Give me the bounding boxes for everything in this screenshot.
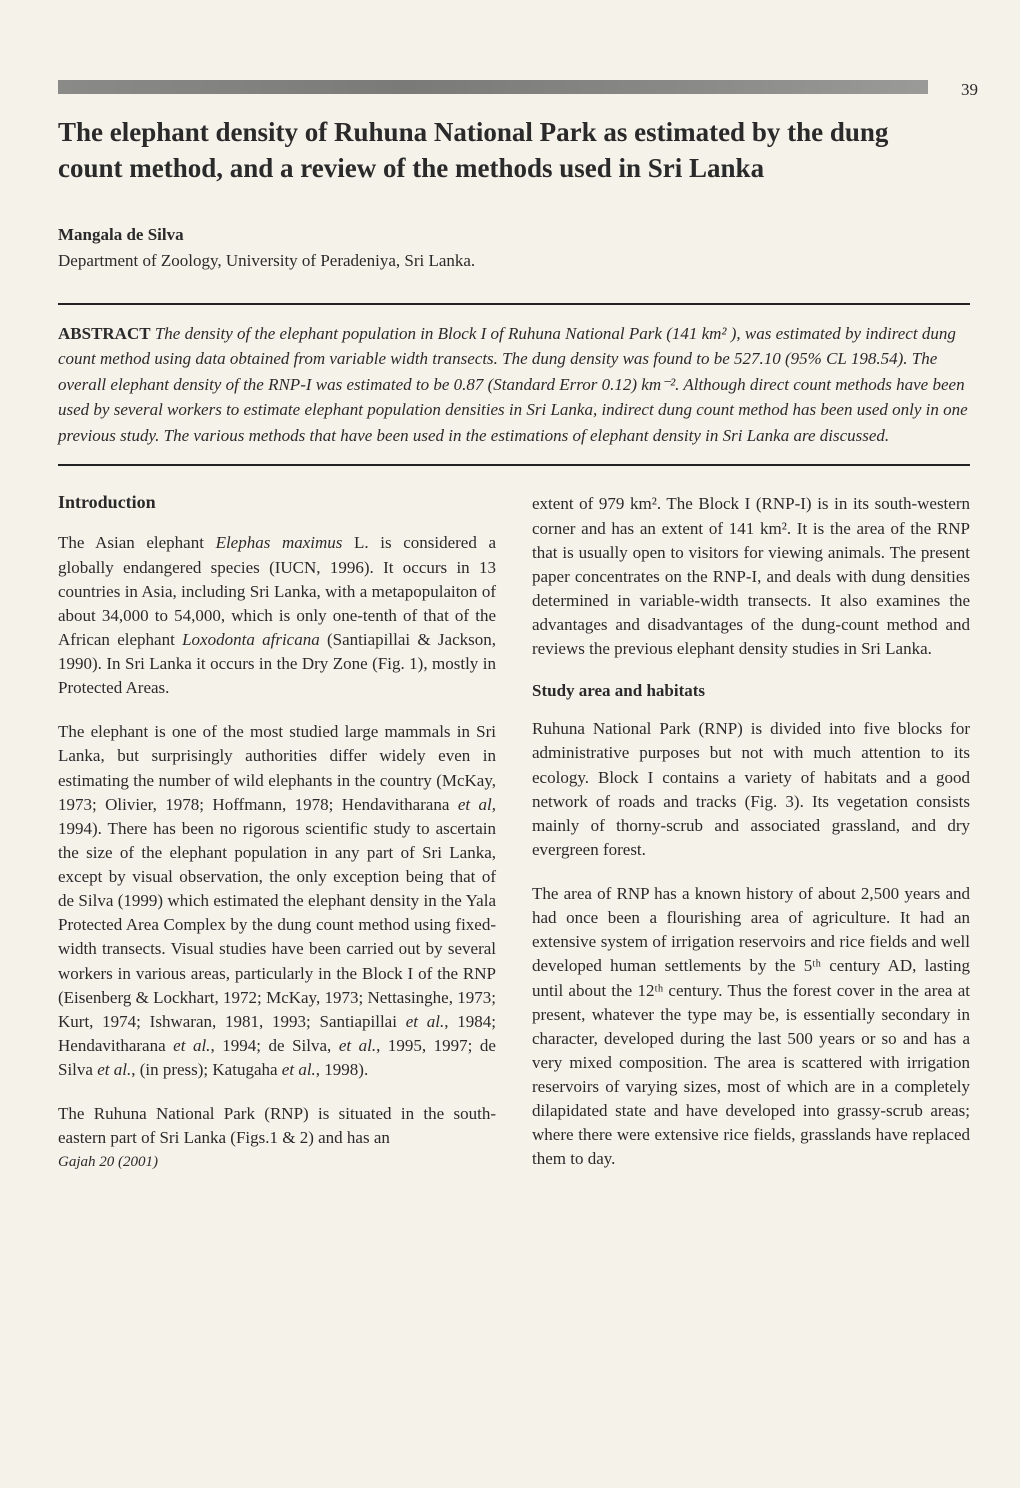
text-run: , 1998).: [316, 1060, 368, 1079]
article-title: The elephant density of Ruhuna National …: [58, 114, 958, 187]
intro-para-3: The Ruhuna National Park (RNP) is situat…: [58, 1102, 496, 1150]
text-run: , 1994; de Silva,: [210, 1036, 338, 1055]
abstract-label: ABSTRACT: [58, 324, 151, 343]
author-name: Mangala de Silva: [58, 225, 970, 245]
header-bar: [58, 80, 928, 94]
right-column: extent of 979 km². The Block I (RNP-I) i…: [532, 492, 970, 1191]
author-affiliation: Department of Zoology, University of Per…: [58, 251, 970, 271]
right-para-3: The area of RNP has a known history of a…: [532, 882, 970, 1172]
right-para-1: extent of 979 km². The Block I (RNP-I) i…: [532, 492, 970, 661]
journal-volume: 20 (2001): [99, 1154, 158, 1170]
text-run: 1994). There has been no rigorous scient…: [58, 819, 496, 1031]
text-run: , (in press); Katugaha: [131, 1060, 282, 1079]
intro-para-1: The Asian elephant Elephas maximus L. is…: [58, 531, 496, 700]
body-columns: Introduction The Asian elephant Elephas …: [58, 492, 970, 1191]
journal-footer: Gajah 20 (2001): [58, 1154, 496, 1171]
intro-para-2: The elephant is one of the most studied …: [58, 720, 496, 1082]
right-para-2: Ruhuna National Park (RNP) is divided in…: [532, 717, 970, 862]
text-run: The elephant is one of the most studied …: [58, 722, 496, 813]
intro-heading: Introduction: [58, 492, 496, 513]
study-area-heading: Study area and habitats: [532, 681, 970, 701]
left-column: Introduction The Asian elephant Elephas …: [58, 492, 496, 1191]
et-al: et al.: [282, 1060, 316, 1079]
et-al: et al.: [406, 1012, 445, 1031]
journal-name: Gajah: [58, 1154, 96, 1170]
species-name: Loxodonta africana: [182, 630, 320, 649]
et-al: et al.: [173, 1036, 210, 1055]
page-number: 39: [961, 80, 978, 100]
et-al: et al,: [458, 795, 496, 814]
text-run: The Asian elephant: [58, 533, 216, 552]
species-name: Elephas maximus: [216, 533, 343, 552]
abstract-body: The density of the elephant population i…: [58, 324, 968, 445]
abstract-block: ABSTRACT The density of the elephant pop…: [58, 303, 970, 467]
et-al: et al.: [97, 1060, 131, 1079]
et-al: et al.: [339, 1036, 376, 1055]
abstract-text: ABSTRACT The density of the elephant pop…: [58, 321, 970, 449]
